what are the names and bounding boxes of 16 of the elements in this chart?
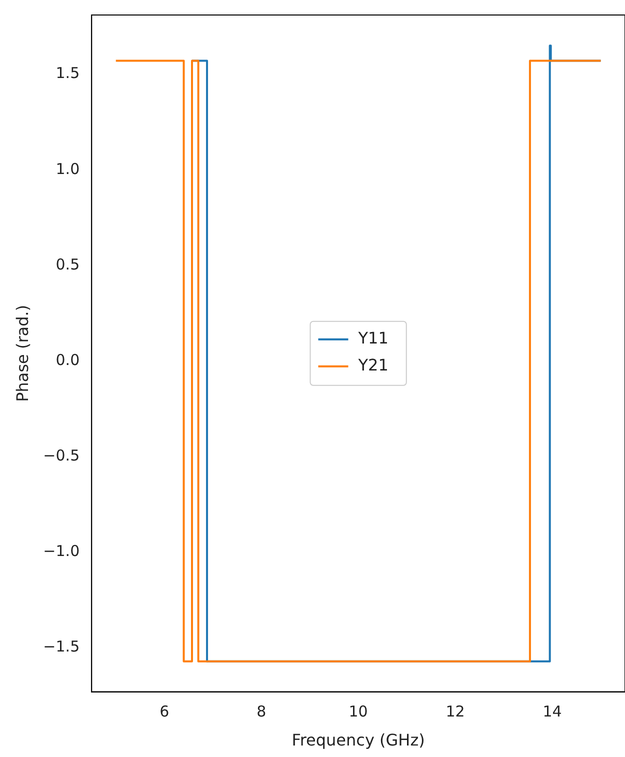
y-tick-label: 1.5 <box>56 64 80 82</box>
y-tick-label: −1.0 <box>43 542 80 560</box>
y-axis-title: Phase (rad.) <box>12 304 32 402</box>
x-tick-label: 12 <box>446 702 465 721</box>
x-tick-label: 8 <box>256 702 266 721</box>
x-tick-label: 10 <box>348 702 368 721</box>
y-tick-label: 1.0 <box>56 160 80 178</box>
y-tick-label: −0.5 <box>43 446 80 465</box>
x-tick-label: 14 <box>542 702 562 721</box>
y-tick-label: −1.5 <box>43 638 80 656</box>
legend-label: Y11 <box>357 328 388 348</box>
y-tick-label: 0.0 <box>56 350 80 369</box>
legend-label: Y21 <box>357 356 388 375</box>
x-axis-title: Frequency (GHz) <box>292 730 425 750</box>
x-tick-label: 6 <box>160 702 170 721</box>
y-tick-label: 0.5 <box>56 255 80 274</box>
